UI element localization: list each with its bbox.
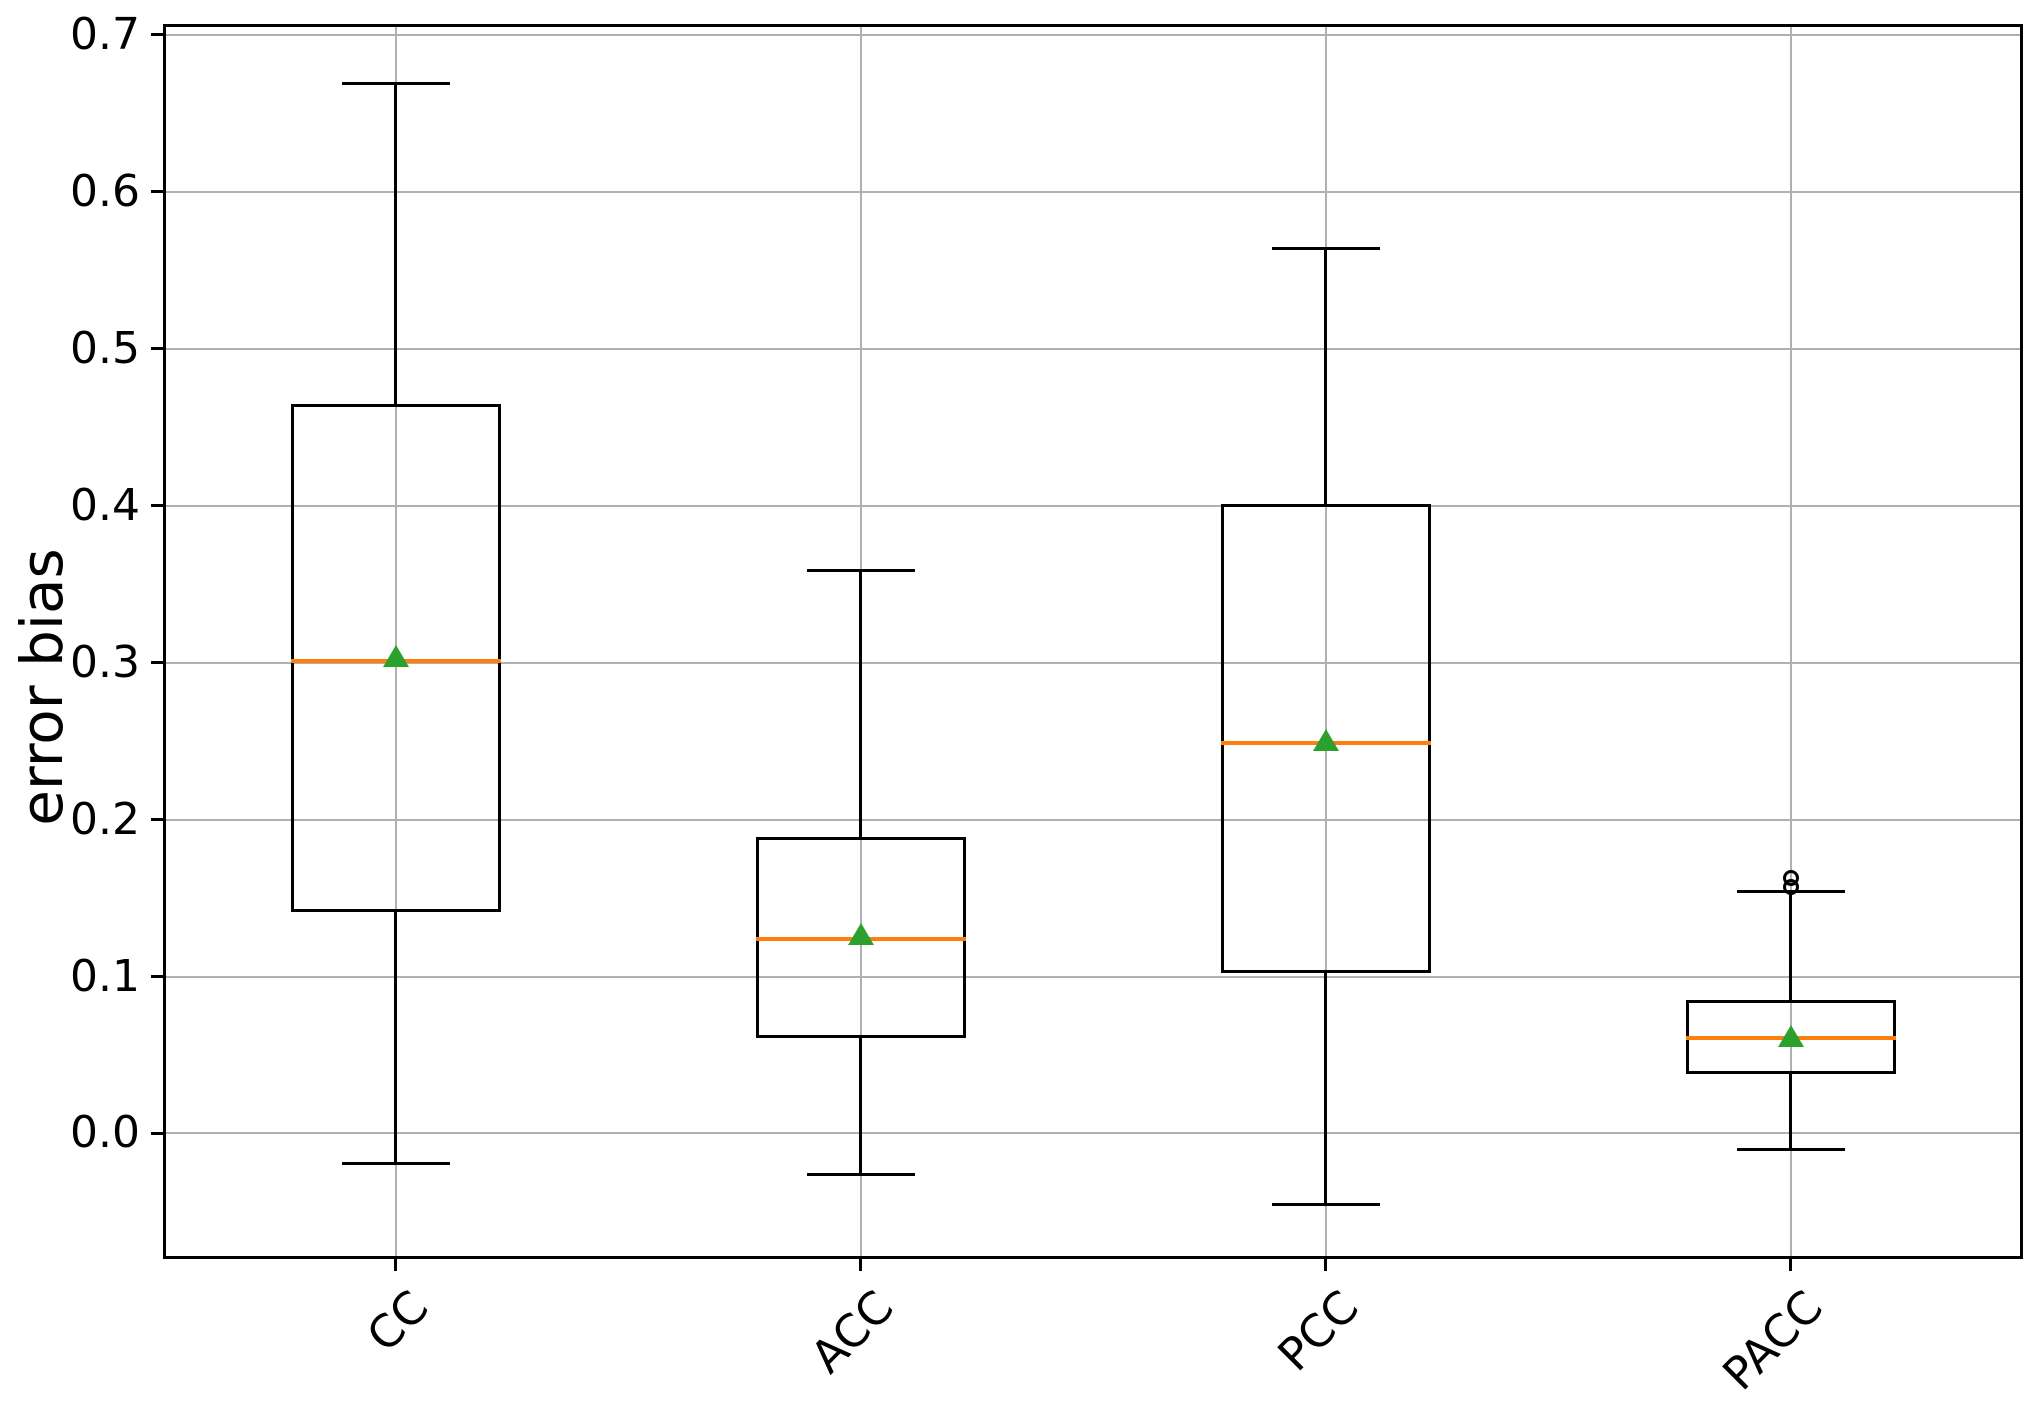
x-tick-mark [394,1259,397,1271]
y-tick-label: 0.4 [70,479,140,531]
y-tick-label: 0.6 [70,165,140,217]
whisker-lower [1324,973,1327,1205]
whisker-lower [1789,1073,1792,1150]
y-tick-mark [151,33,163,37]
y-gridline [163,1132,2023,1135]
whisker-cap-lower [806,1172,915,1176]
box-pcc [1220,504,1431,974]
whisker-cap-lower [1271,1202,1380,1206]
y-tick-label: 0.1 [70,950,140,1002]
y-gridline [163,33,2023,36]
y-tick-mark [151,504,163,508]
x-gridline [1324,24,1327,1259]
mean-marker [847,923,874,946]
mean-marker [1777,1025,1804,1048]
whisker-cap-upper [341,82,450,86]
mean-marker [382,645,409,668]
y-gridline [163,190,2023,193]
box-cc [290,403,501,913]
y-tick-mark [151,190,163,194]
y-gridline [163,661,2023,664]
x-gridline [394,24,397,1259]
y-tick-mark [151,818,163,822]
y-tick-mark [151,975,163,979]
x-tick-mark [1324,1259,1327,1271]
x-tick-mark [859,1259,862,1271]
y-tick-label: 0.7 [70,8,140,60]
mean-marker [1312,728,1339,751]
whisker-upper [394,83,397,404]
y-axis-label: error bias [8,548,76,826]
whisker-lower [859,1037,862,1175]
y-tick-label: 0.2 [70,793,140,845]
whisker-cap-lower [341,1161,450,1165]
whisker-cap-lower [1736,1147,1845,1151]
whisker-cap-upper [806,568,915,572]
y-tick-label: 0.3 [70,636,140,688]
whisker-cap-upper [1271,246,1380,250]
y-tick-mark [151,1131,163,1135]
whisker-upper [859,570,862,837]
x-tick-mark [1789,1259,1792,1271]
y-tick-label: 0.0 [70,1107,140,1159]
y-gridline [163,504,2023,507]
whisker-lower [394,912,397,1164]
y-tick-mark [151,347,163,351]
whisker-upper [1324,248,1327,505]
outlier-point [1782,869,1799,886]
y-gridline [163,975,2023,978]
plot-area [163,24,2023,1259]
y-tick-label: 0.5 [70,322,140,374]
x-gridline [1789,24,1792,1259]
y-tick-mark [151,661,163,665]
y-gridline [163,347,2023,350]
y-gridline [163,818,2023,821]
whisker-upper [1789,891,1792,1001]
